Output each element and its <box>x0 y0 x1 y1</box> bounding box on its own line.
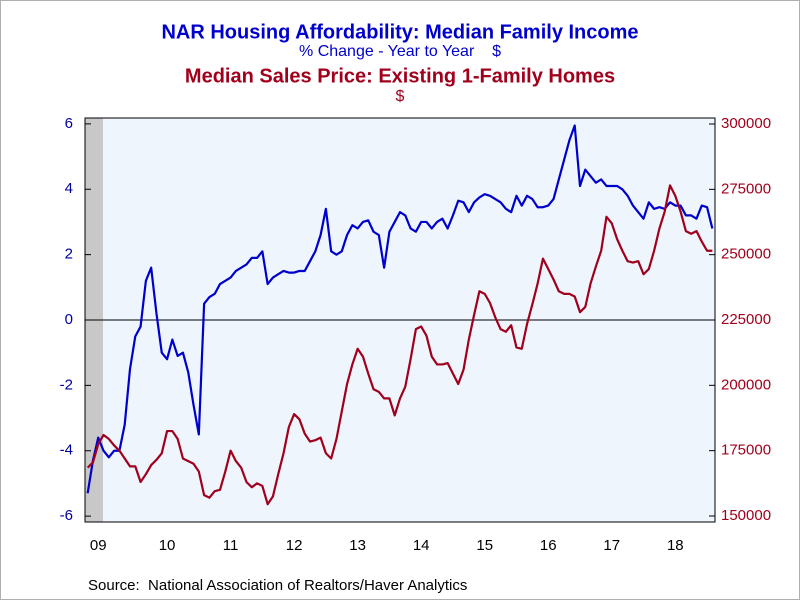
series-units: % Change - Year to Year $ <box>299 43 501 60</box>
y2-tick-label: 150000 <box>721 507 771 524</box>
y2-tick-label: 225000 <box>721 311 771 328</box>
y-tick-label: 4 <box>65 180 73 197</box>
y-tick-label: -4 <box>60 442 73 459</box>
y2-tick-label: 250000 <box>721 246 771 263</box>
y-tick-label: 0 <box>65 311 73 328</box>
y-tick-label: -2 <box>60 376 73 393</box>
x-tick-label: 11 <box>223 537 239 554</box>
x-tick-label: 14 <box>413 537 430 554</box>
y-tick-label: 2 <box>65 246 73 263</box>
x-tick-label: 15 <box>476 537 493 554</box>
marks <box>85 124 715 506</box>
y-tick-label: -6 <box>60 507 73 524</box>
y-tick-label: 6 <box>65 115 73 132</box>
x-tick-label: 13 <box>349 537 366 554</box>
y2-tick-label: 175000 <box>721 442 771 459</box>
series-units: $ <box>396 88 405 105</box>
x-tick-label: 10 <box>159 537 176 554</box>
series-title: Median Sales Price: Existing 1-Family Ho… <box>185 65 615 87</box>
x-tick-label: 17 <box>603 537 620 554</box>
x-tick-label: 12 <box>286 537 303 554</box>
series-title: NAR Housing Affordability: Median Family… <box>161 21 638 43</box>
x-tick-label: 16 <box>540 537 557 554</box>
y2-tick-label: 300000 <box>721 115 771 132</box>
y2-tick-label: 200000 <box>721 376 771 393</box>
series-line <box>86 184 713 506</box>
x-tick-label: 18 <box>667 537 684 554</box>
y2-tick-label: 275000 <box>721 180 771 197</box>
series-line <box>86 124 714 494</box>
source-note: Source: National Association of Realtors… <box>88 577 467 594</box>
x-tick-label: 09 <box>90 537 107 554</box>
